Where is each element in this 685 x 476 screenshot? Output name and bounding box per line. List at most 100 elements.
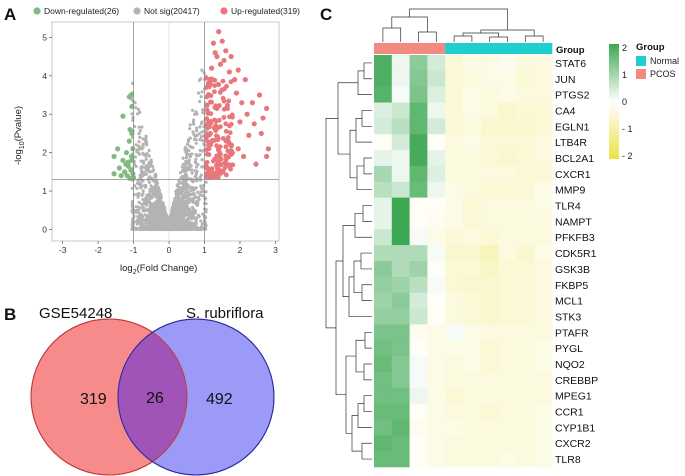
row-dendro-link <box>363 363 372 381</box>
heatmap-cell <box>498 70 517 87</box>
heatmap-cell <box>480 118 499 135</box>
heatmap-cell <box>534 55 553 72</box>
heatmap-cell <box>516 213 535 230</box>
heatmap-cell <box>445 435 464 452</box>
row-dendro-link <box>361 442 372 460</box>
panel-label-b: B <box>4 305 16 324</box>
heatmap-cell <box>445 403 464 420</box>
up-point <box>210 170 216 176</box>
group-bar-cell-normal <box>498 43 517 54</box>
heatmap-cell <box>498 213 517 230</box>
heatmap-group-bar <box>374 43 553 54</box>
group-bar-cell-normal <box>445 43 464 54</box>
heatmap-cell <box>463 419 482 436</box>
col-dendro-link <box>409 8 508 30</box>
gene-label: STK3 <box>555 311 581 323</box>
legend-notsig-label: Not sig(20417) <box>144 6 200 16</box>
up-point <box>216 160 222 166</box>
row-dendro-link <box>360 252 372 270</box>
heatmap-cell <box>516 102 535 119</box>
up-point <box>220 95 226 101</box>
down-point <box>126 94 132 100</box>
heatmap-cell <box>498 134 517 151</box>
up-point <box>225 148 231 154</box>
heatmap-row-dendrogram <box>325 62 372 460</box>
heatmap-cell <box>516 165 535 183</box>
heatmap-cell <box>374 451 393 468</box>
heatmap-cell <box>463 118 482 135</box>
up-point <box>227 130 233 136</box>
up-point <box>221 115 227 120</box>
heatmap-cell <box>498 55 517 72</box>
heatmap-cell <box>427 86 446 103</box>
heatmap-cell <box>391 118 410 135</box>
heatmap-cell <box>427 229 446 246</box>
heatmap-cell <box>409 181 428 198</box>
heatmap-cell <box>391 371 410 389</box>
heatmap-cell <box>374 245 393 262</box>
up-point <box>263 105 270 112</box>
row-dendro-link <box>335 260 346 396</box>
heatmap-cell <box>374 387 393 404</box>
heatmap-cell <box>534 197 553 214</box>
heatmap-cell <box>391 340 410 357</box>
down-point <box>111 153 117 160</box>
heatmap-cell <box>409 292 428 309</box>
x-tick-label: 3 <box>273 245 278 255</box>
up-point <box>239 100 245 106</box>
volcano-legend: Down-regulated(26) Not sig(20417) Up-reg… <box>33 6 300 16</box>
heatmap-cell <box>391 403 410 420</box>
heatmap-cell <box>374 340 393 357</box>
heatmap-cell <box>480 451 499 468</box>
heatmap-cell <box>534 292 553 309</box>
volcano-points <box>111 29 271 181</box>
venn-left-outline <box>30 318 188 476</box>
heatmap-cell <box>409 86 428 103</box>
heatmap-cells <box>374 55 553 468</box>
down-point <box>118 173 124 179</box>
heatmap-cell <box>480 165 499 183</box>
heatmap-cell <box>463 134 482 151</box>
gene-label: CCR1 <box>555 407 584 419</box>
heatmap-cell <box>463 308 482 325</box>
up-point <box>209 137 215 143</box>
up-point <box>221 57 227 64</box>
heatmap-cell <box>427 134 446 151</box>
group-legend-pcos-label: PCOS <box>650 69 676 79</box>
heatmap-cell <box>445 165 464 183</box>
row-dendro-link <box>348 276 372 317</box>
group-bar-cell-normal <box>534 43 553 54</box>
heatmap-cell <box>516 308 535 325</box>
heatmap-cell <box>463 55 482 72</box>
up-point <box>219 38 225 44</box>
heatmap-cell <box>534 181 553 198</box>
up-point <box>204 165 210 171</box>
group-bar-cell-pcos <box>374 43 393 54</box>
heatmap-gene-labels: STAT6 JUN PTGS2 CA4 EGLN1 LTB4R BCL2A1 CXCR1 MMP… <box>555 58 598 466</box>
heatmap-cell <box>463 435 482 452</box>
heatmap-cell <box>427 403 446 420</box>
heatmap-cell <box>498 308 517 325</box>
heatmap-cell <box>391 165 410 183</box>
heatmap-cell <box>516 324 535 341</box>
heatmap-cell <box>445 229 464 246</box>
heatmap-cell <box>409 403 428 420</box>
x-tick-label: 1 <box>202 245 207 255</box>
heatmap-cell <box>516 435 535 452</box>
up-point <box>237 119 243 125</box>
heatmap-cell <box>391 86 410 103</box>
row-dendro-link <box>361 110 372 127</box>
up-point <box>217 61 224 67</box>
scale-tick-label: 1 <box>622 70 627 80</box>
up-point <box>221 106 227 112</box>
scale-tick-label: - 1 <box>622 124 633 134</box>
x-tick-label: -3 <box>59 245 67 255</box>
heatmap-cell <box>463 292 482 309</box>
up-point <box>224 161 230 167</box>
heatmap-cell <box>498 276 517 293</box>
up-point <box>265 146 271 152</box>
heatmap-cell <box>534 86 553 103</box>
heatmap-cell <box>374 419 393 436</box>
down-point <box>115 146 121 152</box>
heatmap-cell <box>516 55 535 72</box>
